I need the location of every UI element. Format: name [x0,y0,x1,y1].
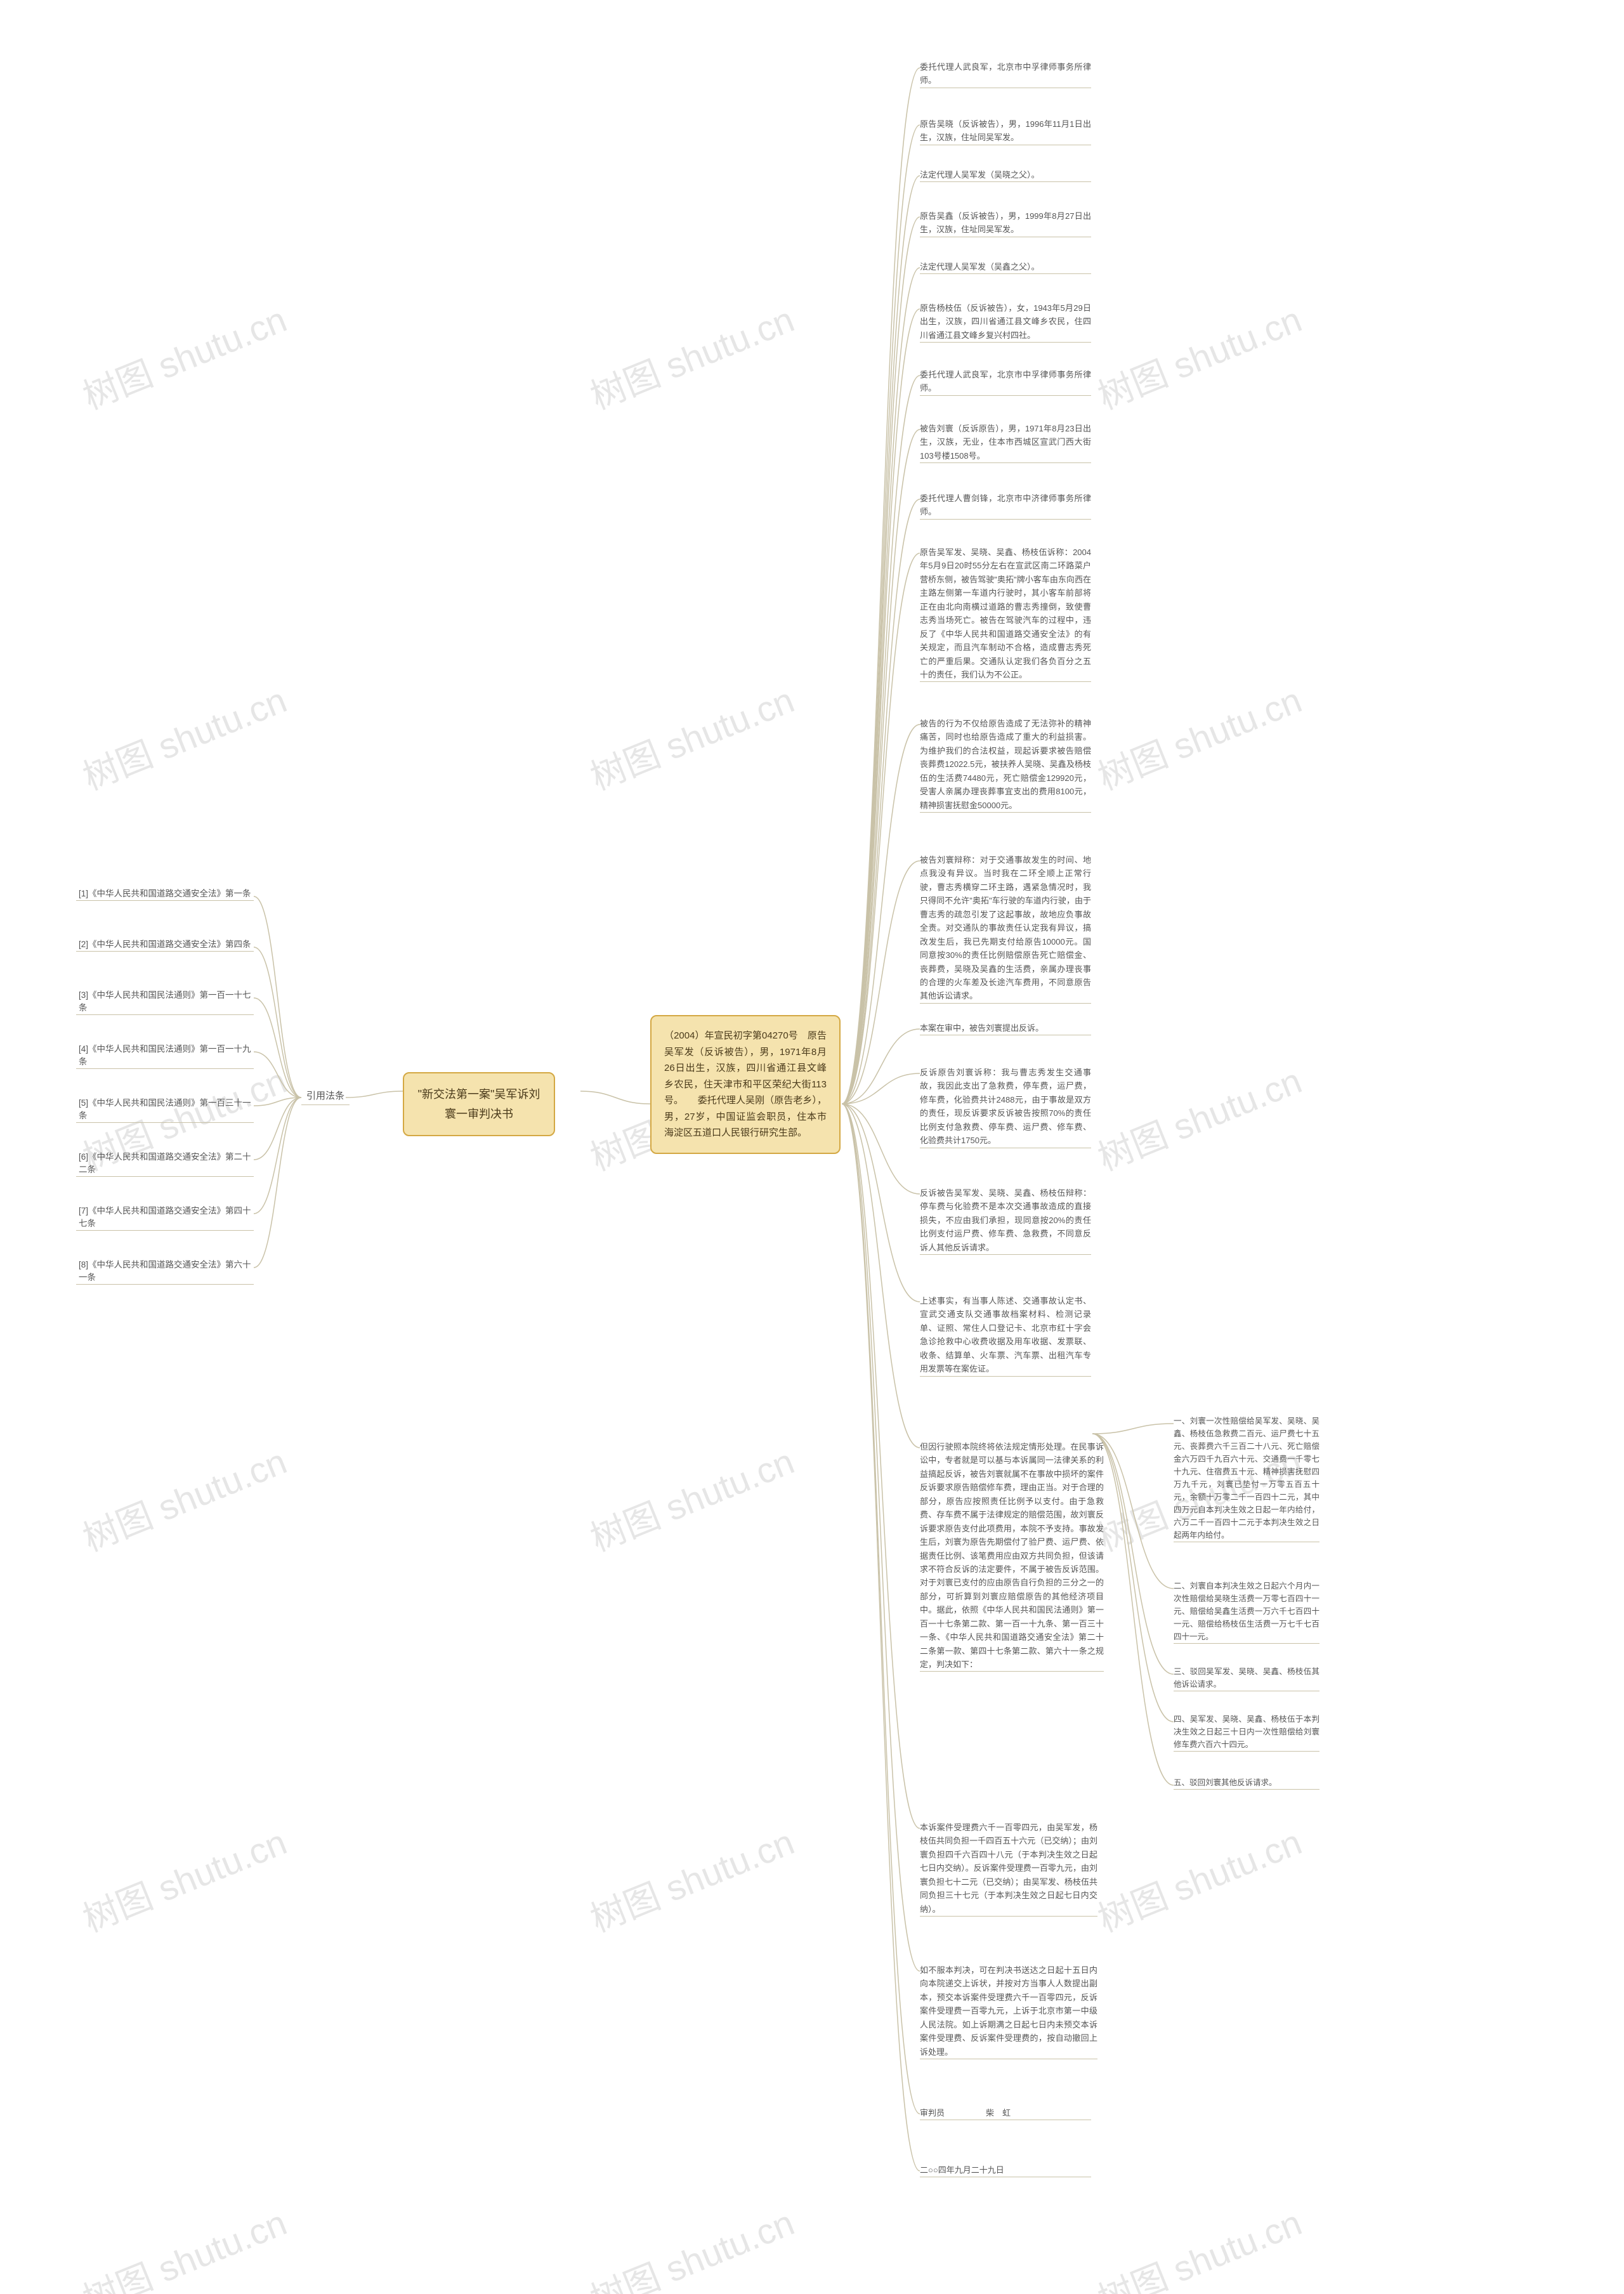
ruling-item: 五、驳回刘寰其他反诉请求。 [1174,1776,1320,1790]
ruling-item: 四、吴军发、吴晓、吴鑫、杨枝伍于本判决生效之日起三十日内一次性赔偿给刘寰修车费六… [1174,1713,1320,1752]
watermark: 树图 shutu.cn [74,1814,293,1942]
detail-node: 被告刘寰辩称：对于交通事故发生的时间、地点我没有异议。当时我在二环全顺上正常行驶… [920,853,1091,1004]
detail-node: 本诉案件受理费六千一百零四元，由吴军发，杨枝伍共同负担一千四百五十六元（已交纳）… [920,1821,1097,1917]
detail-node: 反诉被告吴军发、吴晓、吴鑫、杨枝伍辩称：停车费与化验费不是本次交通事故造成的直接… [920,1186,1091,1255]
detail-node: 法定代理人吴军发（吴晓之父）。 [920,168,1091,182]
detail-node: 原告吴鑫（反诉被告），男，1999年8月27日出生，汉族，住址同吴军发。 [920,209,1091,237]
law-item: [6]《中华人民共和国道路交通安全法》第二十二条 [76,1148,254,1177]
watermark: 树图 shutu.cn [1089,291,1308,419]
watermark: 树图 shutu.cn [582,2194,801,2294]
law-item: [8]《中华人民共和国道路交通安全法》第六十一条 [76,1256,254,1285]
law-item: [4]《中华人民共和国民法通则》第一百一十九条 [76,1040,254,1069]
branch-cited-laws: 引用法条 [301,1086,350,1105]
detail-node: 但因行驶照本院终将依法规定情形处理。在民事诉讼中，专者就是可以基与本诉属同一法律… [920,1440,1104,1672]
detail-node: 反诉原告刘寰诉称：我与曹志秀发生交通事故，我因此支出了急救费，停车费，运尸费，修… [920,1066,1091,1148]
watermark: 树图 shutu.cn [74,1433,293,1561]
detail-node: 如不服本判决，可在判决书送达之日起十五日内向本院递交上诉状，并按对方当事人人数提… [920,1963,1097,2059]
detail-node: 委托代理人武良军，北京市中孚律师事务所律师。 [920,60,1091,88]
law-item: [3]《中华人民共和国民法通则》第一百一十七条 [76,986,254,1015]
watermark: 树图 shutu.cn [1089,1052,1308,1181]
law-item: [5]《中华人民共和国民法通则》第一百三十一条 [76,1094,254,1123]
watermark: 树图 shutu.cn [74,291,293,419]
detail-node: 本案在审中，被告刘寰提出反诉。 [920,1021,1091,1035]
watermark: 树图 shutu.cn [74,2194,293,2294]
watermark: 树图 shutu.cn [1089,672,1308,800]
detail-node: 法定代理人吴军发（吴鑫之父）。 [920,260,1091,274]
ruling-item: 一、刘寰一次性赔偿给吴军发、吴晓、吴鑫、杨枝伍急救费二百元、运尸费七十五元、丧葬… [1174,1415,1320,1542]
watermark: 树图 shutu.cn [582,291,801,419]
mindmap-root: "新交法第一案"吴军诉刘寰一审判决书 [403,1072,555,1136]
law-item: [7]《中华人民共和国道路交通安全法》第四十七条 [76,1202,254,1231]
law-item: [1]《中华人民共和国道路交通安全法》第一条 [76,885,254,901]
law-item: [2]《中华人民共和国道路交通安全法》第四条 [76,936,254,952]
detail-node: 审判员 柴 虹 [920,2106,1091,2120]
detail-node: 上述事实，有当事人陈述、交通事故认定书、宣武交通支队交通事故档案材料、检测记录单… [920,1294,1091,1377]
watermark: 树图 shutu.cn [74,672,293,800]
ruling-item: 三、驳回吴军发、吴晓、吴鑫、杨枝伍其他诉讼请求。 [1174,1665,1320,1691]
watermark: 树图 shutu.cn [582,1814,801,1942]
detail-node: 二○○四年九月二十九日 [920,2163,1091,2177]
detail-node: 被告的行为不仅给原告造成了无法弥补的精神痛苦，同时也给原告造成了重大的利益损害。… [920,717,1091,813]
watermark: 树图 shutu.cn [582,1433,801,1561]
watermark: 树图 shutu.cn [1089,2194,1308,2294]
detail-node: 委托代理人武良军，北京市中孚律师事务所律师。 [920,368,1091,396]
detail-node: 原告吴晓（反诉被告），男，1996年11月1日出生，汉族，住址同吴军发。 [920,117,1091,145]
case-summary-node: （2004）年宣民初字第04270号 原告吴军发（反诉被告），男，1971年8月… [650,1015,841,1154]
detail-node: 原告吴军发、吴晓、吴鑫、杨枝伍诉称：2004年5月9日20时55分左右在宣武区南… [920,546,1091,682]
detail-node: 被告刘寰（反诉原告），男，1971年8月23日出生，汉族，无业，住本市西城区宣武… [920,422,1091,463]
watermark: 树图 shutu.cn [1089,1814,1308,1942]
detail-node: 原告杨枝伍（反诉被告），女，1943年5月29日出生，汉族，四川省通江县文峰乡农… [920,301,1091,343]
detail-node: 委托代理人曹剑锋，北京市中济律师事务所律师。 [920,492,1091,520]
ruling-item: 二、刘寰自本判决生效之日起六个月内一次性赔偿给吴晓生活费一万零七百四十一元、赔偿… [1174,1580,1320,1644]
watermark: 树图 shutu.cn [582,672,801,800]
